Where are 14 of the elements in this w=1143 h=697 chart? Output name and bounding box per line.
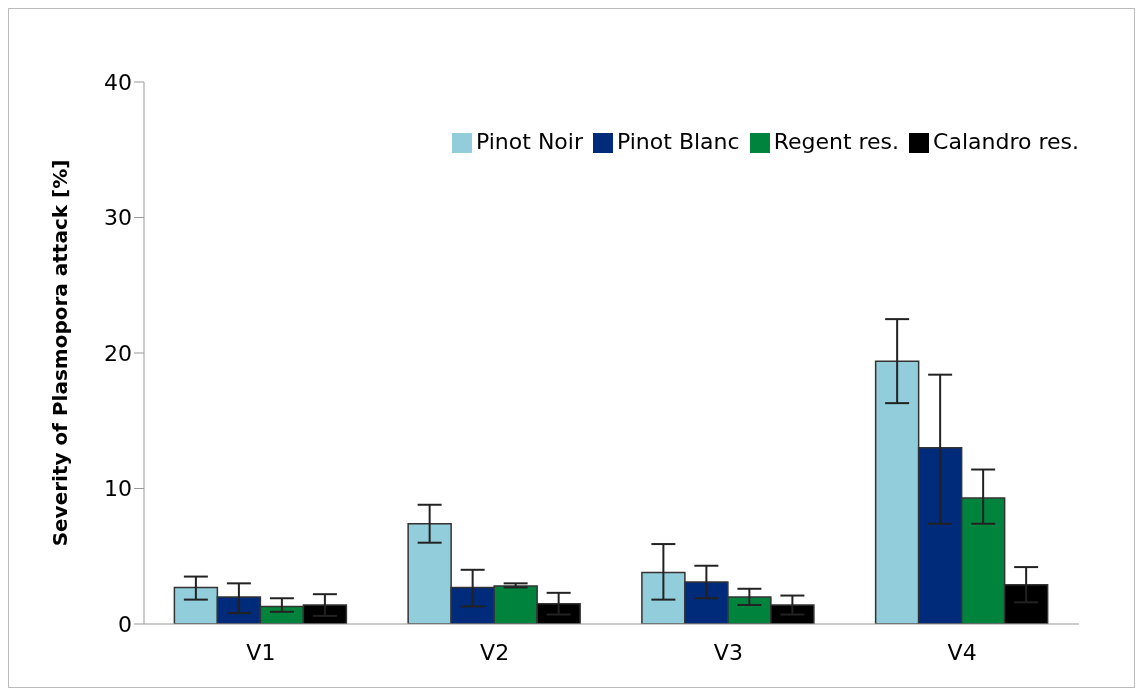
legend-label: Regent res.: [773, 129, 900, 154]
legend-label: Calandro res.: [933, 129, 1079, 154]
legend-label: Pinot Noir: [475, 129, 583, 154]
y-tick-label: 0: [118, 611, 132, 637]
y-tick-label: 20: [104, 340, 132, 366]
x-tick-label: V2: [480, 639, 510, 665]
x-tick-label: V3: [713, 639, 743, 665]
y-axis-title: Severity of Plasmopora attack [%]: [48, 159, 72, 547]
y-tick-label: 30: [104, 205, 132, 231]
y-tick-label: 40: [104, 69, 132, 95]
y-tick-label: 10: [104, 476, 132, 502]
x-tick-label: V4: [947, 639, 977, 665]
x-tick-label: V1: [246, 639, 276, 665]
legend-label: Pinot Blanc: [616, 129, 740, 154]
